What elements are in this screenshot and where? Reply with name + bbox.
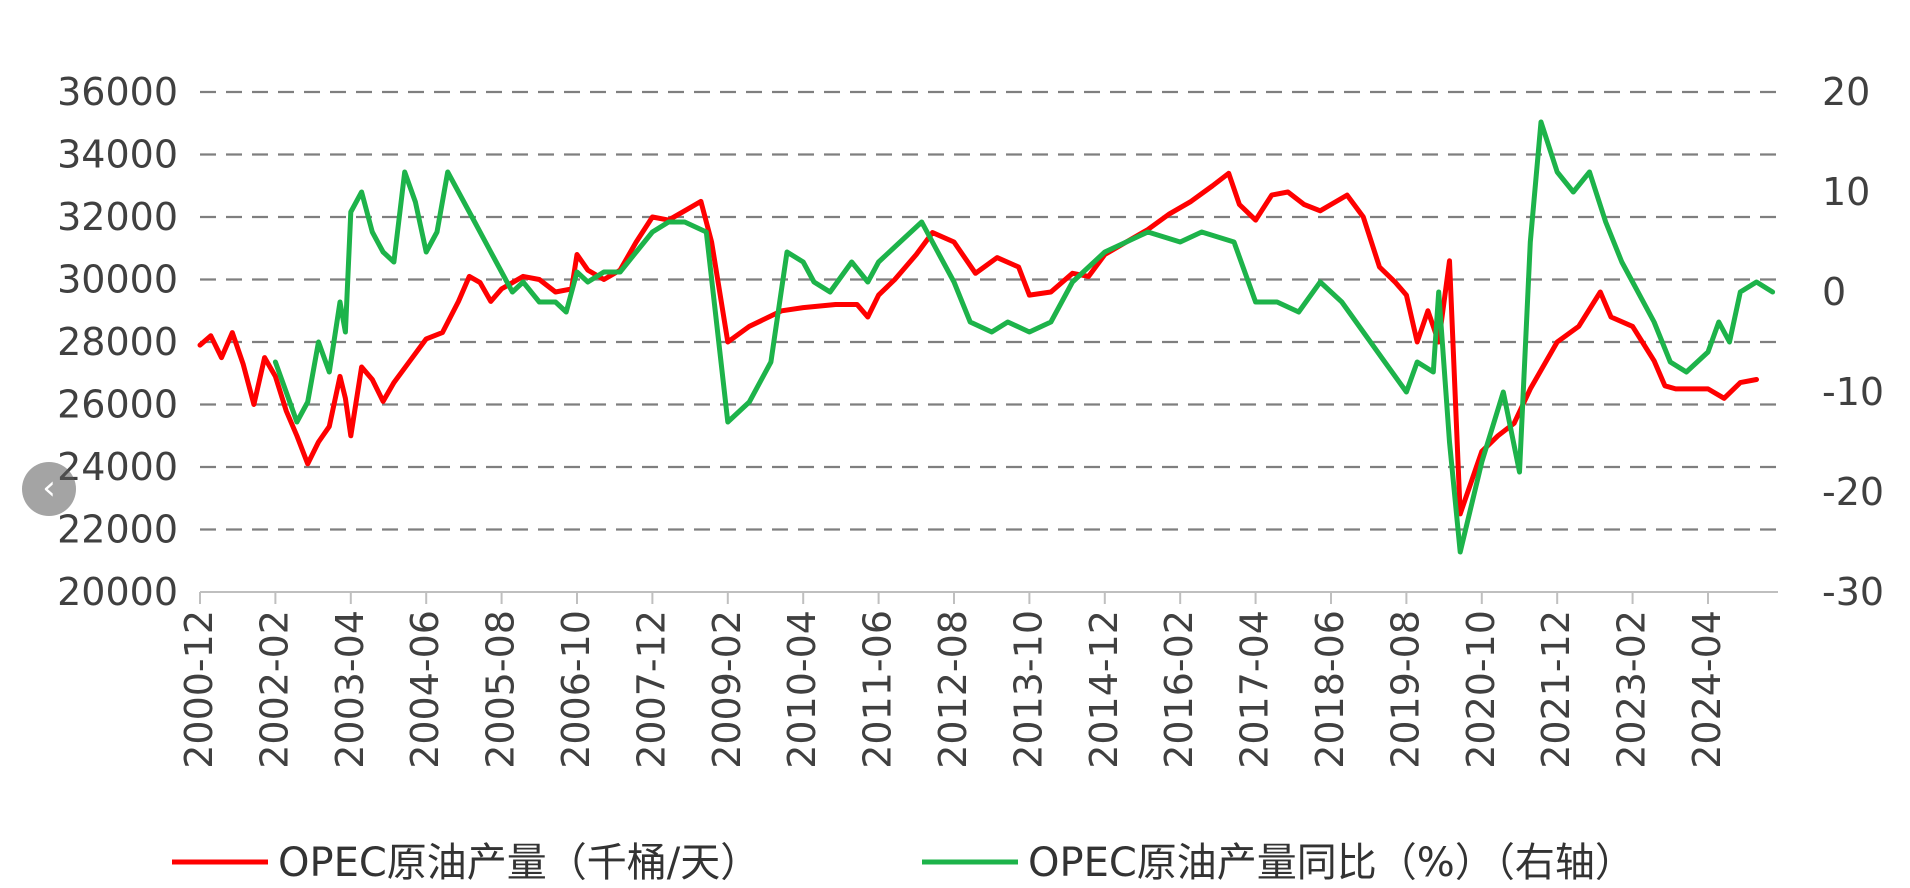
left-tick-label: 34000 — [57, 133, 178, 177]
right-tick-label: 20 — [1822, 70, 1870, 114]
x-tick-label: 2019-08 — [1383, 610, 1427, 769]
x-tick-label: 2011-06 — [856, 610, 900, 769]
legend: OPEC原油产量（千桶/天） OPEC原油产量同比（%）（右轴） — [172, 840, 1635, 886]
legend-label-production: OPEC原油产量（千桶/天） — [278, 840, 760, 886]
x-tick-label: 2004-06 — [403, 610, 447, 769]
series-line-production — [197, 170, 1759, 517]
series-line-yoy — [272, 119, 1776, 555]
prev-slide-button[interactable]: ‹ — [22, 462, 76, 516]
right-tick-label: -20 — [1822, 470, 1884, 514]
x-tick-label: 2009-02 — [705, 610, 749, 769]
left-tick-label: 24000 — [57, 445, 178, 489]
left-tick-label: 22000 — [57, 508, 178, 552]
right-axis-ticks: -30 -20 -10 0 10 20 — [1822, 70, 1884, 614]
right-tick-label: -30 — [1822, 570, 1884, 614]
x-tick-label: 2014-12 — [1082, 610, 1126, 769]
legend-label-yoy: OPEC原油产量同比（%）（右轴） — [1028, 840, 1635, 886]
x-tick-label: 2023-02 — [1610, 610, 1654, 769]
left-tick-label: 36000 — [57, 70, 178, 114]
x-tick-label: 2002-02 — [252, 610, 296, 769]
x-tick-label: 2000-12 — [177, 610, 221, 769]
left-axis-ticks: 20000 22000 24000 26000 28000 30000 32000 34000… — [57, 70, 178, 614]
right-tick-label: 0 — [1822, 270, 1846, 314]
left-tick-label: 20000 — [57, 570, 178, 614]
right-tick-label: -10 — [1822, 370, 1884, 414]
x-tick-label: 2018-06 — [1308, 610, 1352, 769]
left-tick-label: 26000 — [57, 383, 178, 427]
chevron-left-icon: ‹ — [42, 468, 56, 508]
x-tick-label: 2020-10 — [1459, 610, 1503, 769]
x-tick-label: 2012-08 — [931, 610, 975, 769]
gridlines — [200, 90, 1778, 531]
left-tick-label: 32000 — [57, 195, 178, 239]
x-tick-label: 2007-12 — [629, 610, 673, 769]
x-tick-label: 2016-02 — [1157, 610, 1201, 769]
x-tick-label: 2024-04 — [1685, 610, 1729, 769]
series-lines — [197, 119, 1776, 555]
x-tick-label: 2017-04 — [1233, 610, 1277, 769]
x-tick-label: 2005-08 — [479, 610, 523, 769]
right-tick-label: 10 — [1822, 170, 1870, 214]
left-tick-label: 30000 — [57, 258, 178, 302]
x-tick-label: 2010-04 — [780, 610, 824, 769]
x-tick-label: 2013-10 — [1006, 610, 1050, 769]
x-tick-label: 2003-04 — [328, 610, 372, 769]
left-tick-label: 28000 — [57, 320, 178, 364]
x-tick-label: 2021-12 — [1534, 610, 1578, 769]
x-tick-label: 2006-10 — [554, 610, 598, 769]
x-axis: 2000-12 2002-02 2003-04 2004-06 2005-08 2006-… — [177, 591, 1778, 769]
